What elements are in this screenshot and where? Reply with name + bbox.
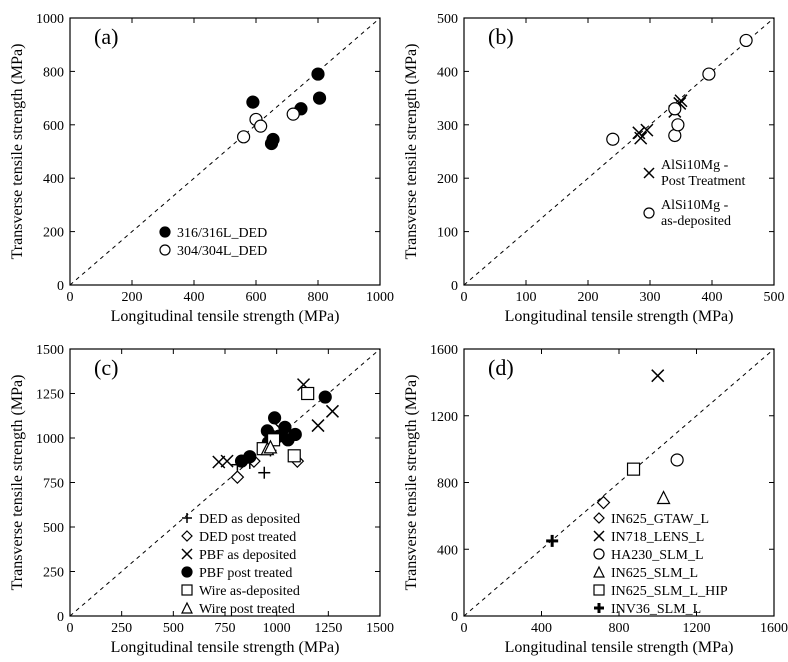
svg-text:1600: 1600 xyxy=(760,621,788,636)
svg-text:500: 500 xyxy=(163,621,184,636)
svg-text:200: 200 xyxy=(578,290,599,305)
svg-text:Wire as-deposited: Wire as-deposited xyxy=(199,584,300,599)
svg-text:800: 800 xyxy=(437,477,458,492)
legend: 316/316L_DED 304/304L_DED xyxy=(160,226,267,259)
svg-text:PBF post treated: PBF post treated xyxy=(199,566,292,581)
svg-text:IN625_SLM_L: IN625_SLM_L xyxy=(611,566,698,581)
svg-text:HA230_SLM_L: HA230_SLM_L xyxy=(611,548,704,563)
svg-text:1200: 1200 xyxy=(430,410,458,425)
svg-text:750: 750 xyxy=(215,621,236,636)
svg-text:600: 600 xyxy=(246,290,267,305)
svg-text:500: 500 xyxy=(43,521,64,536)
svg-text:0: 0 xyxy=(67,290,74,305)
svg-text:IN718_LENS_L: IN718_LENS_L xyxy=(611,530,704,545)
svg-text:500: 500 xyxy=(764,290,785,305)
svg-text:200: 200 xyxy=(43,226,64,241)
svg-text:400: 400 xyxy=(437,543,458,558)
svg-text:750: 750 xyxy=(43,477,64,492)
svg-text:400: 400 xyxy=(184,290,205,305)
svg-text:800: 800 xyxy=(308,290,329,305)
svg-text:316/316L_DED: 316/316L_DED xyxy=(177,226,267,241)
svg-text:100: 100 xyxy=(437,226,458,241)
panel-b: 0 100 200 300 400 500 0 100 200 300 400 500 Longitud… xyxy=(394,0,788,331)
svg-text:1000: 1000 xyxy=(36,12,64,27)
svg-text:800: 800 xyxy=(43,65,64,80)
panel-label: (c) xyxy=(94,355,118,380)
svg-text:300: 300 xyxy=(640,290,661,305)
svg-text:1000: 1000 xyxy=(366,290,394,305)
panel-d: 0 400 800 1200 1600 0 400 800 1200 1600 Longitudin… xyxy=(394,331,788,662)
y-axis-label: Transverse tensile strength (MPa) xyxy=(403,44,420,260)
svg-text:DED post treated: DED post treated xyxy=(199,530,296,545)
chart-grid: 0200400600800100002004006008001000Longit… xyxy=(0,0,788,662)
svg-text:Wire post treated: Wire post treated xyxy=(199,602,295,617)
svg-text:1600: 1600 xyxy=(430,343,458,358)
svg-text:200: 200 xyxy=(437,172,458,187)
svg-text:0: 0 xyxy=(67,621,74,636)
svg-text:250: 250 xyxy=(111,621,132,636)
x-axis-label: Longitudinal tensile strength (MPa) xyxy=(505,639,734,656)
svg-text:0: 0 xyxy=(461,621,468,636)
legend: AlSi10Mg -Post TreatmentAlSi10Mg -as-dep… xyxy=(644,158,746,229)
x-axis-label: Longitudinal tensile strength (MPa) xyxy=(111,308,340,325)
svg-text:400: 400 xyxy=(702,290,723,305)
svg-text:500: 500 xyxy=(437,12,458,27)
svg-text:0: 0 xyxy=(461,290,468,305)
svg-text:1500: 1500 xyxy=(366,621,394,636)
panel-label: (d) xyxy=(488,355,514,380)
svg-text:100: 100 xyxy=(516,290,537,305)
x-axis-label: Longitudinal tensile strength (MPa) xyxy=(505,308,734,325)
svg-text:250: 250 xyxy=(43,566,64,581)
y-axis-label: Transverse tensile strength (MPa) xyxy=(9,375,26,591)
svg-text:IN625_SLM_L_HIP: IN625_SLM_L_HIP xyxy=(611,584,728,599)
y-axis-label: Transverse tensile strength (MPa) xyxy=(403,375,420,591)
svg-text:0: 0 xyxy=(451,279,458,294)
svg-text:AlSi10Mg -: AlSi10Mg - xyxy=(661,198,729,213)
panel-label: (b) xyxy=(488,24,514,49)
svg-text:1250: 1250 xyxy=(314,621,342,636)
svg-text:0: 0 xyxy=(57,610,64,625)
svg-text:400: 400 xyxy=(437,65,458,80)
svg-text:1250: 1250 xyxy=(36,388,64,403)
panel-label: (a) xyxy=(94,24,118,49)
panel-a: 0 200 400 600 800 1000 0 200 400 600 800 1000 Longit… xyxy=(0,0,394,331)
svg-text:200: 200 xyxy=(122,290,143,305)
x-axis-label: Longitudinal tensile strength (MPa) xyxy=(111,639,340,656)
svg-text:DED as deposited: DED as deposited xyxy=(199,512,300,527)
legend: IN625_GTAW_L IN718_LENS_L HA230_SLM_L IN625… xyxy=(594,512,728,617)
svg-text:0: 0 xyxy=(451,610,458,625)
panel-c: 0 250 500 750 1000 1250 1500 0 250 500 750 1000 1250… xyxy=(0,331,394,662)
svg-text:AlSi10Mg -: AlSi10Mg - xyxy=(661,158,729,173)
svg-text:300: 300 xyxy=(437,119,458,134)
svg-text:IN625_GTAW_L: IN625_GTAW_L xyxy=(611,512,709,527)
svg-text:1200: 1200 xyxy=(683,621,711,636)
svg-text:1000: 1000 xyxy=(36,432,64,447)
svg-text:304/304L_DED: 304/304L_DED xyxy=(177,244,267,259)
svg-text:INV36_SLM_L: INV36_SLM_L xyxy=(611,602,701,617)
svg-text:1000: 1000 xyxy=(263,621,291,636)
svg-text:400: 400 xyxy=(531,621,552,636)
svg-text:0: 0 xyxy=(57,279,64,294)
y-axis-label: Transverse tensile strength (MPa) xyxy=(9,44,26,260)
legend: DED as deposited DED post treated PBF as d… xyxy=(182,512,300,617)
svg-text:800: 800 xyxy=(609,621,630,636)
svg-text:600: 600 xyxy=(43,119,64,134)
svg-text:as-deposited: as-deposited xyxy=(661,214,731,229)
svg-text:1500: 1500 xyxy=(36,343,64,358)
svg-text:PBF as deposited: PBF as deposited xyxy=(199,548,296,563)
svg-text:400: 400 xyxy=(43,172,64,187)
svg-text:Post Treatment: Post Treatment xyxy=(661,174,746,189)
